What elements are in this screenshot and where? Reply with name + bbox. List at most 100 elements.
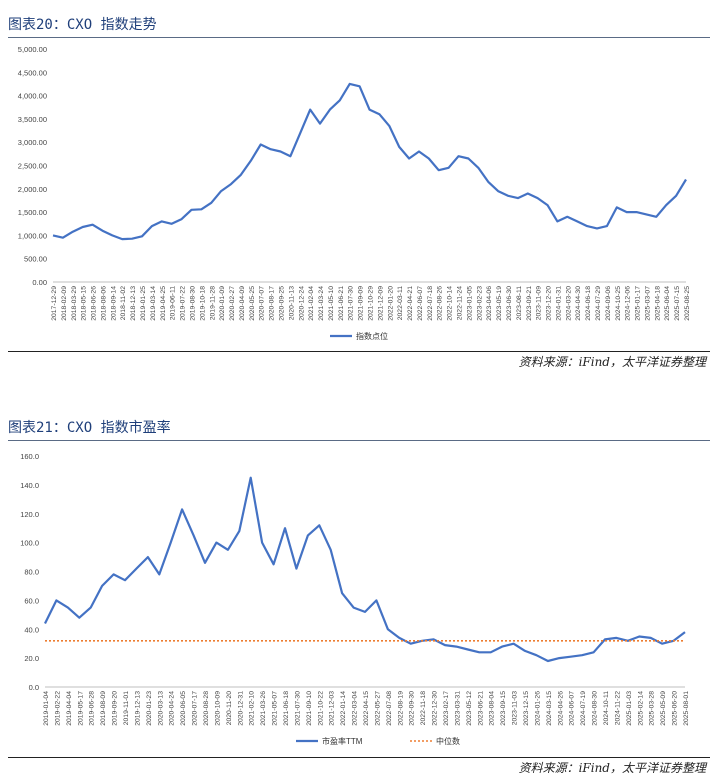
x-tick-label: 2023-08-04: [489, 691, 496, 726]
x-tick-label: 2024-03-20: [565, 286, 572, 321]
x-tick-label: 2020-04-24: [169, 691, 176, 726]
x-tick-label: 2024-06-18: [585, 286, 592, 321]
x-tick-label: 2022-09-30: [409, 691, 416, 726]
x-tick-label: 2023-09-15: [500, 691, 507, 726]
x-tick-label: 2019-04-04: [66, 691, 73, 726]
y-tick-label: 40.0: [24, 625, 39, 634]
x-tick-label: 2024-01-31: [555, 286, 562, 321]
x-tick-label: 2019-05-17: [77, 691, 84, 726]
x-tick-label: 2022-11-24: [457, 286, 464, 320]
x-tick-label: 2020-08-28: [203, 691, 210, 726]
x-tick-label: 2020-02-27: [229, 286, 236, 321]
x-tick-label: 2025-03-07: [644, 286, 651, 321]
x-tick-label: 2022-05-27: [374, 691, 381, 726]
x-tick-label: 2022-06-07: [417, 286, 424, 321]
legend-label-1: 市盈率TTM: [322, 736, 363, 746]
x-tick-label: 2025-06-04: [664, 286, 671, 321]
x-tick-label: 2019-11-01: [123, 691, 130, 725]
x-tick-label: 2022-04-21: [407, 286, 414, 321]
y-tick-label: 4,000.00: [18, 92, 47, 101]
x-tick-label: 2018-08-06: [100, 286, 107, 321]
x-tick-label: 2023-11-09: [536, 286, 543, 320]
x-tick-label: 2020-12-31: [237, 691, 244, 726]
y-tick-label: 1,500.00: [18, 208, 47, 217]
x-tick-label: 2019-01-04: [43, 691, 50, 726]
figure20-title: 图表20：CXO 指数走势: [8, 17, 157, 33]
x-tick-label: 2020-11-20: [226, 691, 233, 725]
x-tick-label: 2019-03-14: [150, 286, 157, 321]
x-tick-label: 2023-03-31: [454, 691, 461, 726]
x-tick-label: 2020-09-25: [278, 286, 285, 321]
x-tick-label: 2022-07-18: [427, 286, 434, 321]
x-tick-label: 2021-07-30: [348, 286, 355, 321]
x-tick-label: 2025-06-20: [672, 691, 679, 726]
x-tick-label: 2024-04-26: [557, 691, 564, 726]
figure21-title-rule: [8, 440, 710, 441]
x-tick-label: 2023-02-23: [476, 286, 483, 321]
x-tick-label: 2022-01-20: [387, 286, 394, 321]
y-tick-label: 3,000.00: [18, 138, 47, 147]
x-tick-label: 2024-07-19: [580, 691, 587, 726]
x-tick-label: 2025-03-28: [649, 691, 656, 726]
x-tick-label: 2019-01-25: [140, 286, 147, 321]
x-tick-label: 2024-07-29: [595, 286, 602, 321]
pe-ratio-chart: 0.0 20.0 40.0 60.0 80.0 100.0 120.0 140.0 160.0 2…: [20, 452, 690, 746]
x-tick-label: 2022-04-15: [363, 691, 370, 726]
y-tick-label: 100.0: [20, 539, 39, 548]
x-tick-label: 2021-05-10: [328, 286, 335, 321]
x-tick-label: 2021-06-18: [283, 691, 290, 726]
x-tick-label: 2018-02-09: [61, 286, 68, 321]
y-tick-label: 120.0: [20, 510, 39, 519]
y-tick-label: 5,000.00: [18, 45, 47, 54]
x-tick-label: 2019-07-22: [180, 286, 187, 321]
x-tick-label: 2021-09-10: [306, 691, 313, 726]
figure20-source: 资料来源：iFind，太平洋证券整理: [518, 355, 706, 369]
series-line-1: [52, 82, 687, 241]
x-tick-label: 2019-09-20: [112, 691, 119, 726]
figure20-title-rule: [8, 37, 710, 38]
x-tick-label: 2024-11-22: [614, 691, 621, 725]
index-trend-chart: 0.00 500.00 1,000.00 1,500.00 2,000.00 2,500.…: [18, 45, 691, 341]
x-tick-label: 2018-09-14: [110, 286, 117, 321]
x-tick-label: 2023-08-11: [516, 286, 523, 320]
x-tick-label: 2021-03-26: [260, 691, 267, 726]
y-tick-label: 1,000.00: [18, 231, 47, 240]
x-tick-label: 2025-01-03: [626, 691, 633, 726]
figure21-title: 图表21：CXO 指数市盈率: [8, 420, 171, 436]
x-tick-label: 2020-03-13: [157, 691, 164, 726]
x-tick-label: 2021-06-21: [338, 286, 345, 321]
x-tick-label: 2021-10-29: [368, 286, 375, 321]
x-tick-label: 2022-08-26: [437, 286, 444, 321]
x-tick-label: 2024-08-30: [592, 691, 599, 726]
x-tick-label: 2020-08-17: [269, 286, 276, 321]
x-tick-label: 2021-02-10: [249, 691, 256, 726]
x-tick-label: 2023-09-21: [526, 286, 533, 321]
x-tick-label: 2022-08-19: [397, 691, 404, 726]
x-tick-label: 2024-06-07: [569, 691, 576, 726]
legend-label-2: 中位数: [436, 736, 460, 746]
x-tick-label: 2019-11-28: [209, 286, 216, 320]
x-tick-label: 2022-10-14: [447, 286, 454, 321]
x-tick-label: 2025-08-01: [683, 691, 690, 726]
x-tick-label: 2020-06-05: [180, 691, 187, 726]
x-tick-label: 2023-05-19: [496, 286, 503, 321]
x-tick-label: 2022-03-04: [352, 691, 359, 726]
x-tick-label: 2020-01-09: [219, 286, 226, 321]
x-tick-label: 2023-02-17: [443, 691, 450, 726]
x-tick-label: 2021-07-30: [294, 691, 301, 726]
y-tick-label: 2,000.00: [18, 185, 47, 194]
x-tick-label: 2021-09-09: [358, 286, 365, 321]
y-tick-label: 20.0: [24, 654, 39, 663]
figure21-bottom-rule: [8, 757, 710, 758]
x-tick-label: 2022-07-08: [386, 691, 393, 726]
x-tick-label: 2023-05-12: [466, 691, 473, 726]
x-tick-label: 2022-12-30: [432, 691, 439, 726]
x-tick-label: 2019-08-30: [189, 286, 196, 321]
y-tick-label: 0.00: [32, 278, 47, 287]
x-tick-label: 2021-03-24: [318, 286, 325, 321]
y-tick-label: 80.0: [24, 568, 39, 577]
x-tick-label: 2023-11-03: [512, 691, 519, 725]
x-tick-label: 2021-12-09: [377, 286, 384, 321]
x-tick-label: 2020-10-09: [214, 691, 221, 726]
x-tick-label: 2021-12-03: [329, 691, 336, 726]
